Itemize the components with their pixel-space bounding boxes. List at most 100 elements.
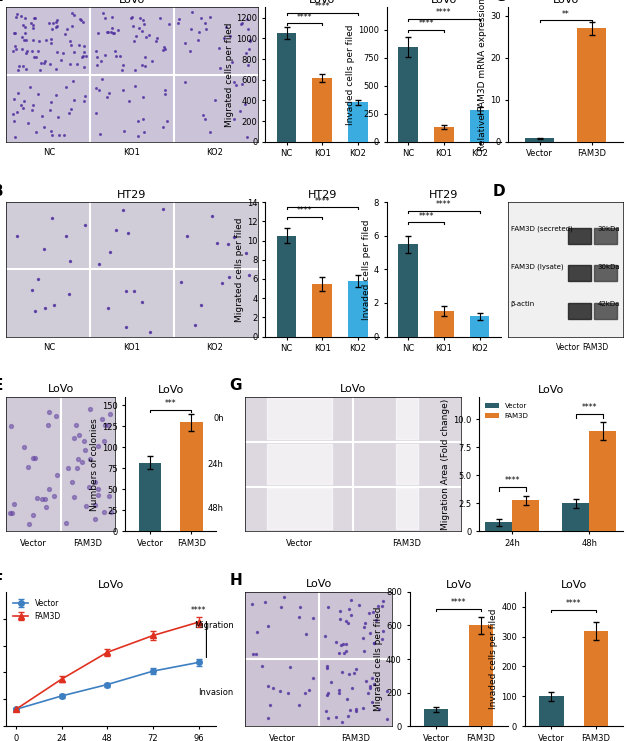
Point [137, 59, 147, 70]
Point [257, 660, 267, 672]
Point [80, 445, 90, 456]
Point [108, 21, 118, 33]
Point [64, 288, 74, 299]
Point [20, 27, 30, 39]
Text: C: C [494, 0, 505, 4]
Bar [348, 281, 368, 336]
Point [335, 605, 345, 617]
Text: H: H [230, 573, 242, 588]
Point [93, 482, 103, 494]
Point [94, 127, 104, 139]
Point [159, 41, 169, 53]
Text: KO2: KO2 [206, 343, 223, 352]
Point [10, 131, 20, 143]
Point [339, 647, 349, 659]
Title: HT29: HT29 [308, 190, 337, 200]
Point [265, 700, 276, 711]
Point [108, 27, 118, 39]
Point [78, 16, 88, 28]
Point [382, 714, 392, 725]
Point [52, 16, 62, 28]
Point [56, 53, 66, 65]
Bar [594, 303, 617, 319]
Point [12, 106, 22, 118]
Point [67, 476, 77, 488]
Point [79, 61, 89, 73]
Point [72, 462, 82, 473]
Y-axis label: Migration Area (Fold change): Migration Area (Fold change) [441, 399, 450, 530]
Bar [486, 522, 513, 531]
Point [344, 668, 354, 680]
Point [79, 96, 89, 107]
Point [365, 682, 375, 694]
Point [40, 493, 50, 505]
Point [111, 50, 121, 62]
Point [94, 258, 104, 270]
Text: LoVo: LoVo [119, 0, 145, 4]
Point [97, 73, 107, 85]
Point [67, 20, 77, 32]
Text: 30kDa: 30kDa [598, 226, 620, 232]
Point [308, 671, 318, 683]
Point [237, 79, 247, 90]
Point [67, 7, 77, 19]
Point [359, 621, 369, 633]
Point [80, 90, 90, 102]
Point [358, 633, 368, 645]
Point [77, 456, 87, 468]
Point [176, 276, 186, 288]
Text: Vector: Vector [286, 539, 313, 548]
Point [338, 637, 348, 649]
Point [42, 502, 52, 514]
Point [158, 203, 168, 215]
Point [237, 18, 247, 30]
Text: B: B [0, 184, 3, 199]
Point [341, 638, 351, 650]
Point [342, 645, 352, 657]
Point [185, 44, 195, 56]
Point [351, 703, 361, 715]
Text: KO1: KO1 [123, 148, 140, 158]
Point [301, 628, 311, 640]
Point [133, 115, 143, 127]
Title: LoVo: LoVo [552, 0, 579, 5]
Point [23, 518, 33, 530]
Bar [470, 110, 489, 142]
Point [331, 711, 342, 723]
Point [73, 453, 83, 465]
Point [334, 688, 344, 700]
Point [241, 47, 251, 59]
Point [186, 24, 196, 36]
Point [90, 476, 100, 488]
Point [30, 12, 40, 24]
Point [51, 410, 61, 422]
Point [130, 64, 140, 76]
Point [346, 609, 356, 621]
Point [61, 82, 71, 93]
Point [63, 462, 73, 474]
Point [22, 45, 32, 57]
Point [347, 682, 357, 694]
Point [267, 682, 277, 694]
Text: Vector: Vector [555, 343, 580, 352]
Point [344, 603, 354, 615]
Point [364, 687, 374, 699]
Point [208, 210, 218, 222]
Text: Invasion: Invasion [198, 688, 233, 697]
Point [160, 88, 170, 100]
Point [8, 45, 18, 57]
Point [126, 12, 136, 24]
Point [97, 7, 108, 19]
Point [48, 17, 58, 29]
Point [180, 76, 190, 87]
Point [27, 44, 37, 56]
Point [52, 21, 62, 33]
Point [33, 273, 43, 285]
Point [374, 703, 384, 715]
Point [229, 76, 239, 87]
Point [370, 614, 381, 626]
Point [133, 130, 143, 142]
Point [113, 24, 123, 36]
Title: LoVo: LoVo [445, 579, 472, 590]
Point [235, 105, 245, 117]
